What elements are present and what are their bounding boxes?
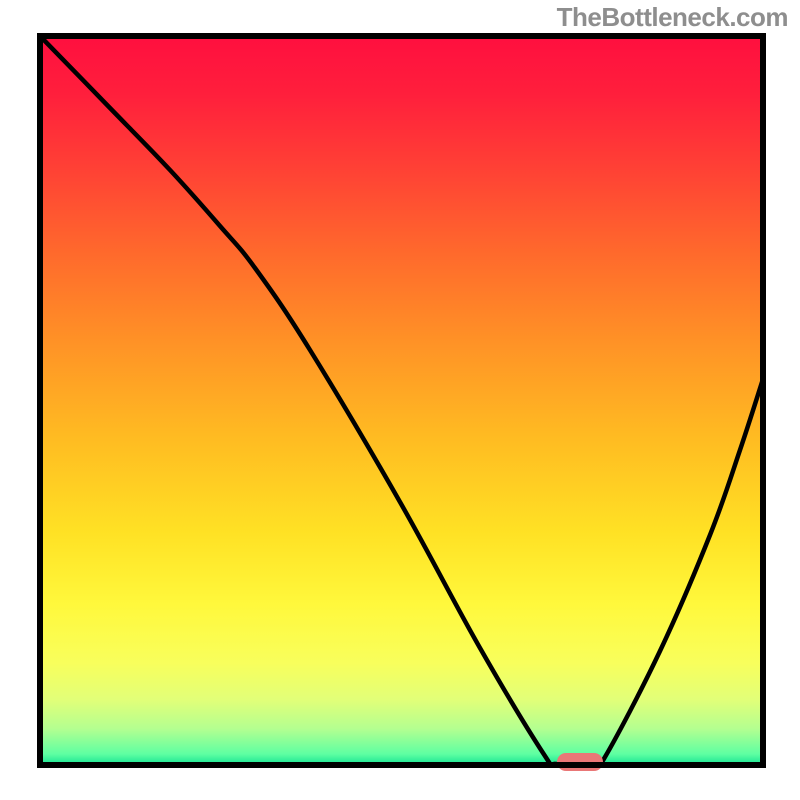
chart-canvas: TheBottleneck.com (0, 0, 800, 800)
chart-svg (0, 0, 800, 800)
